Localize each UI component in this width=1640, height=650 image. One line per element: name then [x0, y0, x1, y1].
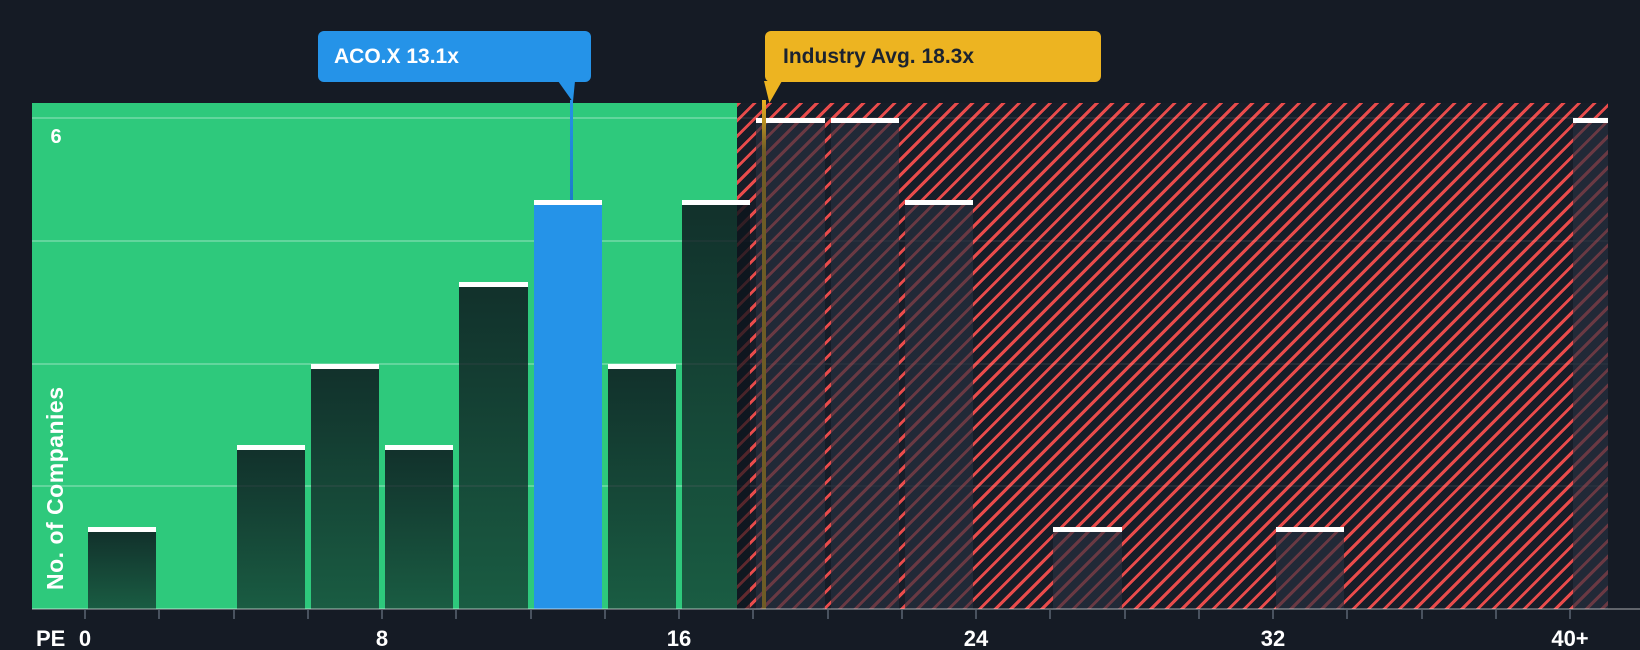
x-axis-title: PE — [36, 626, 66, 650]
y-axis-title: No. of Companies — [42, 386, 68, 590]
industry-callout-label: Industry Avg. 18.3x — [783, 44, 975, 68]
gridline-3 — [32, 362, 737, 365]
gridline-6 — [737, 117, 1608, 120]
gridline-4.5 — [737, 239, 1608, 242]
x-axis-label-40+: 40+ — [1551, 626, 1589, 650]
x-axis-tick — [84, 610, 86, 619]
x-axis-tick — [1123, 610, 1126, 619]
gridline-1.5 — [737, 485, 1608, 488]
x-axis-label-8: 8 — [375, 626, 389, 650]
histogram-bar[interactable] — [385, 445, 454, 609]
x-axis-tick — [900, 610, 903, 619]
x-axis-label-0: 0 — [78, 626, 92, 650]
x-axis-tick — [1346, 610, 1349, 619]
histogram-bar[interactable] — [904, 200, 973, 609]
x-axis-tick — [529, 610, 532, 619]
x-axis-tick — [1569, 610, 1571, 619]
histogram-bar[interactable] — [756, 118, 825, 609]
x-axis-tick — [752, 610, 755, 619]
gridline-6 — [32, 117, 737, 120]
x-axis-tick — [1494, 610, 1497, 619]
gridline-4.5 — [32, 239, 737, 242]
company-callout-pointer — [558, 81, 575, 102]
x-axis-label-16: 16 — [666, 626, 692, 650]
x-axis-tick — [603, 610, 606, 619]
histogram-bar[interactable] — [459, 281, 528, 609]
x-axis-tick — [1272, 610, 1274, 619]
x-axis-label-24: 24 — [963, 626, 989, 650]
x-axis-tick — [158, 610, 161, 619]
industry-average-line — [762, 100, 767, 609]
x-axis-tick — [826, 610, 829, 619]
histogram-bar[interactable] — [830, 118, 899, 609]
x-axis-tick — [1420, 610, 1423, 619]
histogram-bar[interactable] — [607, 363, 676, 609]
histogram-bar[interactable] — [236, 445, 305, 609]
x-axis-tick — [1049, 610, 1052, 619]
x-axis-tick — [1197, 610, 1200, 619]
industry-callout[interactable]: Industry Avg. 18.3x — [765, 31, 1101, 82]
x-axis-label-32: 32 — [1260, 626, 1286, 650]
company-callout[interactable]: ACO.X 13.1x — [318, 31, 591, 82]
x-axis-tick — [678, 610, 680, 619]
histogram-bar[interactable] — [88, 527, 157, 609]
x-axis-tick — [455, 610, 458, 619]
x-axis-line — [32, 608, 1640, 610]
x-axis-tick — [306, 610, 309, 619]
histogram-bar[interactable] — [310, 363, 379, 609]
industry-callout-pointer — [764, 81, 782, 103]
gridline-3 — [737, 362, 1608, 365]
x-axis-tick — [381, 610, 383, 619]
histogram-bar[interactable] — [1573, 118, 1608, 609]
histogram-bar[interactable] — [1276, 527, 1345, 609]
company-callout-label: ACO.X 13.1x — [334, 44, 459, 68]
x-axis-tick — [975, 610, 977, 619]
company-marker-line — [569, 100, 573, 200]
y-axis-top-tick: 6 — [50, 126, 62, 148]
company-histogram-bar[interactable] — [533, 200, 602, 609]
histogram-bar[interactable] — [1053, 527, 1122, 609]
histogram-bar[interactable] — [682, 200, 751, 609]
x-axis-tick — [232, 610, 235, 619]
gridline-1.5 — [32, 485, 737, 488]
